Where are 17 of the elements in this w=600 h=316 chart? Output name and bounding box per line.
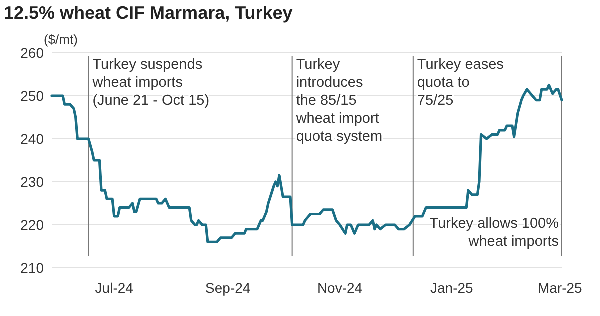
ref-line-label: Turkey eases quota to 75/25 [417,57,504,109]
y-tick-label: 210 [20,260,44,276]
y-tick-label: 230 [20,174,44,190]
x-tick-label: Sep-24 [206,280,251,296]
ref-line-label: Turkey allows 100% wheat imports [430,216,560,250]
y-tick-label: 260 [20,44,44,61]
x-tick-label: Jul-24 [95,280,134,296]
x-tick-label: Nov-24 [317,280,363,296]
y-tick-label: 240 [20,130,44,147]
chart-title: 12.5% wheat CIF Marmara, Turkey [4,3,293,23]
ref-line-label: Turkey introduces the 85/15 wheat import quota system [295,57,383,145]
y-tick-label: 250 [20,88,44,104]
y-tick-label: 220 [20,216,44,233]
x-tick-label: Jan-25 [430,280,474,296]
y-axis-title: ($/mt) [44,32,78,47]
x-tick-label: Mar-25 [538,280,583,296]
ref-line-label: Turkey suspends wheat imports (June 21 - Oct 15) [92,57,210,109]
